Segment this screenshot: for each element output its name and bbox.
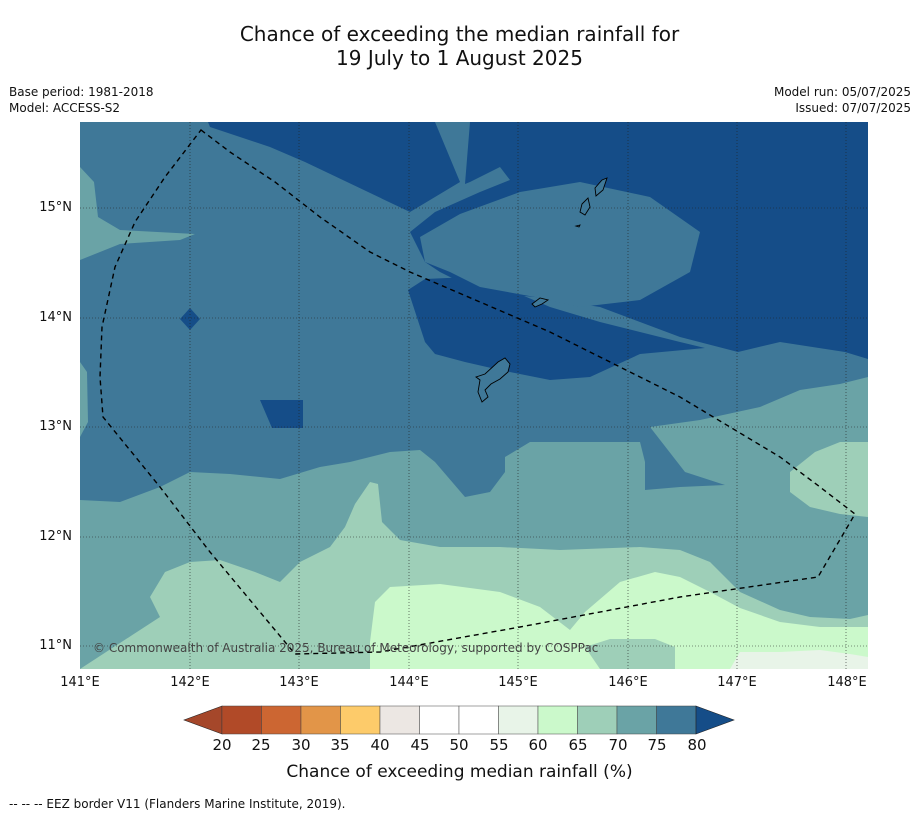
cb-label-20: 20 xyxy=(212,736,232,754)
lat-tick-12: 12°N xyxy=(39,529,72,544)
cb-label-30: 30 xyxy=(291,736,311,754)
colorbar-cell xyxy=(261,705,302,735)
map-title: Chance of exceeding the median rainfall … xyxy=(0,22,919,70)
colorbar-cell xyxy=(577,705,618,735)
cb-label-60: 60 xyxy=(528,736,548,754)
lon-tick-147: 147°E xyxy=(717,675,757,690)
zone-65-east xyxy=(790,442,868,517)
zone-65-inner xyxy=(585,639,675,669)
colorbar-cell xyxy=(458,705,499,735)
lon-tick-146: 146°E xyxy=(608,675,648,690)
zone-60-south xyxy=(370,572,868,669)
cb-label-65: 65 xyxy=(568,736,588,754)
island-tinian xyxy=(579,197,591,216)
cb-label-35: 35 xyxy=(330,736,350,754)
rainfall-map xyxy=(80,122,868,669)
colorbar-cell xyxy=(616,705,657,735)
colorbar-cell xyxy=(221,705,262,735)
zone-70-west xyxy=(80,167,195,260)
title-line-2: 19 July to 1 August 2025 xyxy=(336,46,583,70)
map-panel xyxy=(80,122,868,669)
cb-label-45: 45 xyxy=(410,736,430,754)
lon-tick-145: 145°E xyxy=(498,675,538,690)
cb-label-80: 80 xyxy=(687,736,707,754)
eez-legend-note: -- -- -- EEZ border V11 (Flanders Marine… xyxy=(9,797,346,811)
colorbar-extend-low xyxy=(183,705,223,735)
zone-80-diamond xyxy=(180,308,200,330)
colorbar-legend xyxy=(183,705,735,735)
island-aguijan xyxy=(574,224,581,228)
colorbar-cell xyxy=(379,705,420,735)
cb-label-55: 55 xyxy=(489,736,509,754)
lat-tick-13: 13°N xyxy=(39,419,72,434)
cb-label-75: 75 xyxy=(647,736,667,754)
colorbar-cell xyxy=(340,705,381,735)
lon-tick-142: 142°E xyxy=(170,675,210,690)
meta-left: Base period: 1981-2018 Model: ACCESS-S2 xyxy=(9,84,154,116)
lon-tick-148: 148°E xyxy=(827,675,867,690)
zone-55-corner xyxy=(730,650,868,669)
title-line-1: Chance of exceeding the median rainfall … xyxy=(239,22,680,46)
colorbar-cell xyxy=(419,705,460,735)
cb-label-40: 40 xyxy=(370,736,390,754)
copyright-notice: © Commonwealth of Australia 2025, Bureau… xyxy=(93,641,599,655)
lon-tick-144: 144°E xyxy=(389,675,429,690)
lat-tick-14: 14°N xyxy=(39,310,72,325)
eez-border xyxy=(99,129,856,655)
zone-80-central xyxy=(408,277,705,380)
zone-80-north-west xyxy=(208,122,460,212)
model-name: Model: ACCESS-S2 xyxy=(9,101,121,115)
cb-label-50: 50 xyxy=(449,736,469,754)
base-period: Base period: 1981-2018 xyxy=(9,85,154,99)
cb-label-25: 25 xyxy=(251,736,271,754)
zone-80-square xyxy=(260,400,303,428)
lat-tick-15: 15°N xyxy=(39,200,72,215)
colorbar-cell xyxy=(537,705,578,735)
graticule xyxy=(80,122,868,669)
meta-right: Model run: 05/07/2025 Issued: 07/07/2025 xyxy=(774,84,911,116)
zone-75-pocket xyxy=(420,182,700,307)
lat-tick-11: 11°N xyxy=(39,638,72,653)
islands xyxy=(475,177,608,403)
lon-tick-141: 141°E xyxy=(60,675,100,690)
issued-date: Issued: 07/07/2025 xyxy=(795,101,911,115)
lon-tick-143: 143°E xyxy=(279,675,319,690)
colorbar-extend-high xyxy=(695,705,735,735)
colorbar-cell xyxy=(300,705,341,735)
colorbar-cell xyxy=(498,705,539,735)
colorbar-cell xyxy=(656,705,697,735)
cb-label-70: 70 xyxy=(608,736,628,754)
model-run: Model run: 05/07/2025 xyxy=(773,85,911,99)
island-saipan xyxy=(594,177,608,197)
island-rota xyxy=(531,297,550,308)
colorbar-title: Chance of exceeding median rainfall (%) xyxy=(286,762,633,782)
island-guam xyxy=(475,357,511,403)
zone-70-west-notch xyxy=(80,362,88,437)
